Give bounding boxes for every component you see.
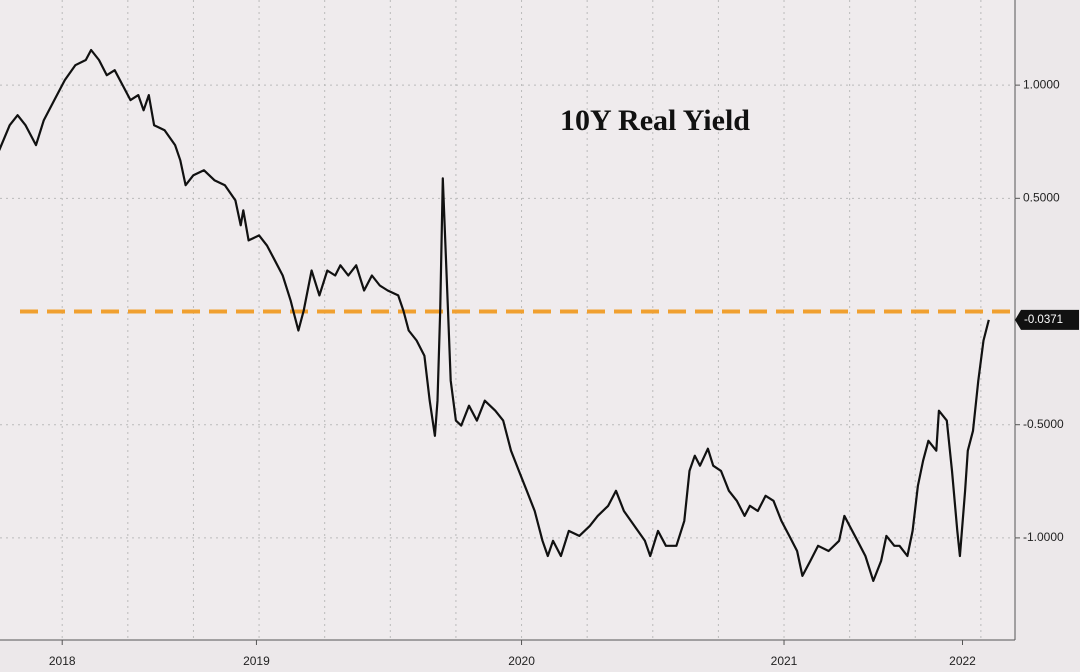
- line-series: [0, 48, 990, 582]
- x-tick-label: 2018: [49, 654, 76, 668]
- plot-area: [0, 0, 1015, 640]
- y-tick-label: 0.5000: [1023, 190, 1060, 204]
- y-tick-label: 1.0000: [1023, 77, 1060, 91]
- last-value-label: -0.0371: [1024, 314, 1063, 326]
- x-tick-label: 2019: [243, 654, 270, 668]
- x-tick-label: 2021: [771, 654, 798, 668]
- x-tick-label: 2022: [949, 654, 976, 668]
- annotation: 10Y Real Yield: [560, 104, 750, 137]
- last-value-box: [1015, 309, 1079, 330]
- y-tick-label: -0.5000: [1023, 417, 1064, 431]
- x-tick-label: 2020: [508, 654, 535, 668]
- y-tick-label: -1.0000: [1023, 530, 1064, 544]
